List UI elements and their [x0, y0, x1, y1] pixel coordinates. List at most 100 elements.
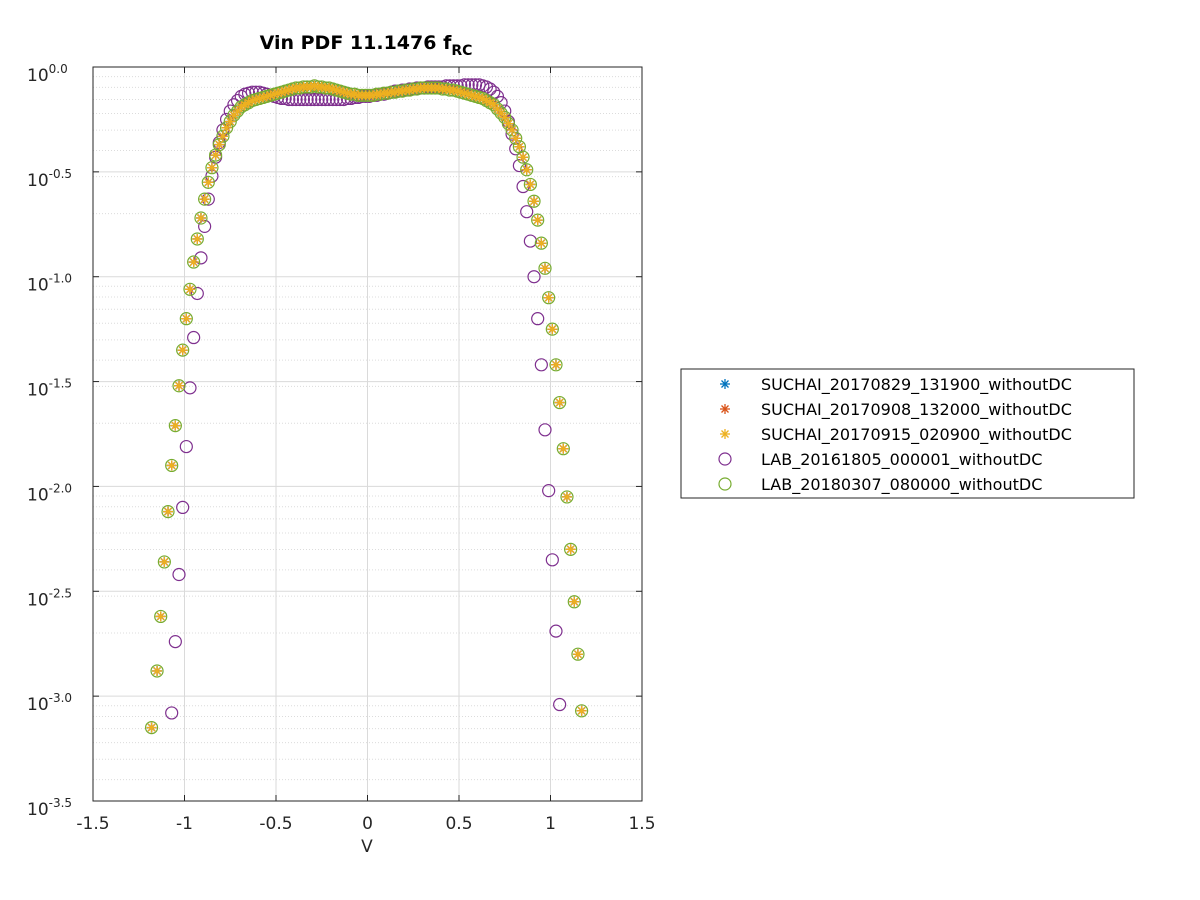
data-point [720, 379, 730, 389]
x-tick-label: -0.5 [259, 814, 292, 834]
y-tick-base: 10 [27, 171, 49, 191]
chart-title-subscript: RC [451, 43, 472, 59]
data-point [159, 556, 170, 567]
data-point [154, 609, 168, 624]
data-point [168, 419, 182, 433]
y-tick-exponent: -1.5 [49, 377, 72, 391]
data-point [531, 213, 545, 227]
data-point [483, 82, 497, 96]
data-point [327, 84, 338, 95]
data-point [183, 381, 197, 395]
data-point [529, 196, 540, 207]
data-point [531, 312, 545, 326]
data-point [542, 484, 556, 498]
data-point [144, 720, 159, 735]
data-point [479, 80, 494, 94]
data-point [516, 150, 530, 164]
y-tick-exponent: 0.0 [49, 62, 68, 76]
data-point [163, 506, 174, 517]
data-point [183, 282, 197, 296]
x-tick-label: 0.5 [445, 814, 472, 834]
x-tick-label: -1.5 [76, 814, 109, 834]
data-point [538, 261, 552, 275]
data-point [509, 131, 523, 145]
series-suchai-20170915-020900-withoutdc [146, 80, 587, 733]
data-point [206, 162, 217, 173]
data-point [179, 312, 193, 326]
data-point [214, 139, 225, 150]
data-point [549, 624, 563, 638]
data-point [165, 706, 179, 720]
data-point [542, 291, 556, 305]
y-tick-label: 10-2.5 [27, 586, 72, 610]
data-point [560, 490, 574, 504]
data-point [545, 322, 559, 336]
legend-item: LAB_20180307_080000_withoutDC [718, 475, 1042, 495]
data-point [217, 131, 228, 142]
data-point [165, 458, 179, 473]
legend-items: SUCHAI_20170829_131900_withoutDC SUCHAI_2… [718, 375, 1072, 495]
data-point [547, 324, 558, 335]
data-point [521, 164, 532, 175]
data-point [210, 150, 221, 161]
data-point [540, 263, 551, 274]
x-tick-label: 1.5 [628, 814, 655, 834]
data-point [536, 238, 547, 249]
y-tick-base: 10 [27, 276, 49, 296]
legend: SUCHAI_20170829_131900_withoutDC SUCHAI_2… [680, 368, 1135, 499]
data-point [176, 343, 190, 357]
data-point [490, 102, 505, 116]
data-point [157, 555, 171, 569]
data-point [184, 284, 195, 295]
data-point [174, 380, 185, 391]
data-point [155, 611, 166, 622]
data-point [146, 722, 157, 733]
data-point [527, 270, 541, 284]
data-point [190, 232, 204, 246]
data-point [187, 255, 201, 269]
data-point [152, 665, 163, 676]
data-point [564, 542, 578, 556]
data-point [550, 359, 561, 370]
legend-label: LAB_20180307_080000_withoutDC [761, 475, 1042, 495]
data-point [520, 163, 534, 177]
data-point [556, 442, 570, 456]
data-point [176, 500, 190, 514]
y-tick-exponent: -2.5 [49, 586, 72, 600]
data-point [187, 330, 201, 345]
data-point [553, 697, 567, 712]
data-point [190, 286, 204, 301]
data-point [549, 358, 563, 372]
y-tick-base: 10 [27, 590, 49, 610]
y-tick-exponent: -3.0 [49, 691, 72, 705]
data-series [144, 78, 589, 735]
data-point [507, 124, 518, 135]
data-point [172, 567, 186, 582]
data-point [565, 544, 576, 555]
x-tick-label: 1 [545, 814, 556, 834]
y-tick-exponent: -1.0 [49, 272, 72, 286]
x-tick-label: 0 [362, 814, 373, 834]
data-point [216, 129, 230, 143]
y-tick-exponent: -0.5 [49, 167, 72, 181]
data-point [170, 420, 181, 431]
data-point [194, 251, 208, 265]
data-point [523, 234, 537, 248]
data-point [554, 397, 565, 408]
data-point [161, 504, 175, 519]
legend-label: SUCHAI_20170829_131900_withoutDC [761, 375, 1072, 395]
data-point [572, 649, 583, 660]
data-point [194, 211, 208, 225]
data-point [198, 192, 212, 206]
legend-label: LAB_20161805_000001_withoutDC [761, 450, 1042, 470]
y-axis-ticks: 100.010-0.510-1.010-1.510-2.010-2.510-3.… [27, 62, 642, 820]
legend-label: SUCHAI_20170908_132000_withoutDC [761, 400, 1072, 420]
data-point [720, 429, 730, 439]
data-point [179, 439, 193, 454]
data-point [203, 177, 214, 188]
y-tick-base: 10 [27, 66, 49, 86]
data-point [188, 257, 199, 268]
data-point [192, 233, 203, 244]
chart-title-main: Vin PDF 11.1476 f [260, 32, 452, 54]
